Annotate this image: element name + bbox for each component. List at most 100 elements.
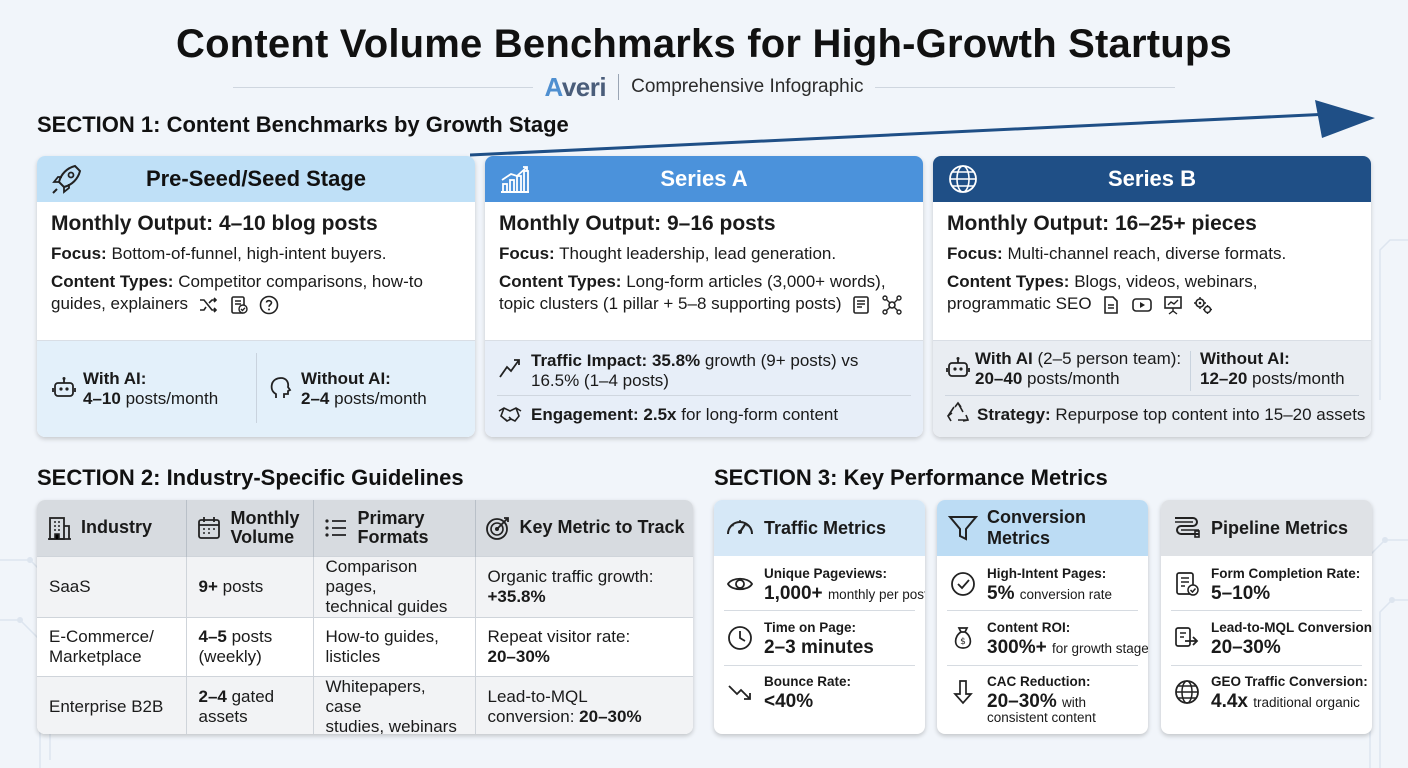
clock-icon bbox=[728, 626, 752, 650]
globe-icon bbox=[949, 165, 977, 193]
content-types: Content Types: Long-form articles (3,000… bbox=[499, 272, 886, 291]
engagement-stat: Engagement: 2.5x for long-form content bbox=[531, 405, 839, 424]
cell-volume: 4–5 posts (weekly) bbox=[186, 616, 314, 676]
industry-table: Industry Monthly Volume Primary Formats Ke… bbox=[37, 500, 693, 734]
brand-bar: Averi Comprehensive Infographic bbox=[0, 72, 1408, 102]
monthly-output: Monthly Output: 4–10 blog posts bbox=[51, 212, 378, 235]
monthly-output: Monthly Output: 16–25+ pieces bbox=[947, 212, 1257, 235]
money-bag-icon: $ bbox=[954, 627, 972, 649]
section3-title: SECTION 3: Key Performance Metrics bbox=[714, 465, 1108, 490]
metric-item-cac-reduction: CAC Reduction: 20–30% with consistent co… bbox=[945, 668, 1142, 725]
section2-title: SECTION 2: Industry-Specific Guidelines bbox=[37, 465, 464, 490]
robot-icon bbox=[946, 357, 970, 377]
divider bbox=[1190, 351, 1191, 391]
cell-industry: SaaS bbox=[37, 555, 187, 617]
stage-card-series-b: Series B Monthly Output: 16–25+ pieces F… bbox=[933, 156, 1371, 437]
content-types-cont: programmatic SEO bbox=[947, 293, 1357, 316]
focus-text: Focus: Multi-channel reach, diverse form… bbox=[947, 244, 1287, 263]
document-check-icon bbox=[230, 295, 248, 314]
recycle-icon bbox=[946, 401, 970, 422]
metric-item-time-on-page: Time on Page: 2–3 minutes bbox=[722, 614, 919, 666]
stage-name: Series B bbox=[1107, 166, 1197, 191]
table-row: SaaS 9+ posts Comparison pages, technical… bbox=[37, 555, 693, 617]
list-icon bbox=[324, 519, 346, 537]
arrow-down-icon bbox=[953, 680, 973, 705]
stage-card-seed: Pre-Seed/Seed Stage Monthly Output: 4–10… bbox=[37, 156, 475, 437]
divider bbox=[256, 353, 257, 423]
funnel-icon bbox=[947, 516, 979, 541]
question-bubble-icon bbox=[259, 295, 279, 314]
table-row: E-Commerce/Marketplace 4–5 posts (weekly)… bbox=[37, 616, 693, 676]
cell-formats: How-to guides, listicles bbox=[313, 616, 476, 676]
divider bbox=[947, 665, 1138, 666]
section1-title: SECTION 1: Content Benchmarks by Growth … bbox=[37, 112, 569, 137]
divider bbox=[497, 395, 911, 396]
column-header-volume: Monthly Volume bbox=[186, 500, 314, 556]
column-header-formats: Primary Formats bbox=[313, 500, 476, 556]
without-ai-stat: Without AI: 2–4 posts/month bbox=[301, 369, 427, 408]
traffic-metrics-card: Traffic Metrics Unique Pageviews: 1,000+… bbox=[714, 500, 925, 734]
metric-item-pageviews: Unique Pageviews: 1,000+ monthly per pos… bbox=[722, 560, 925, 612]
divider bbox=[232, 86, 533, 88]
divider bbox=[618, 74, 620, 100]
stage-name: Pre-Seed/Seed Stage bbox=[145, 166, 367, 191]
eye-icon bbox=[726, 577, 754, 591]
column-header-industry: Industry bbox=[37, 500, 187, 556]
globe-icon bbox=[1175, 680, 1199, 704]
divider bbox=[1171, 665, 1362, 666]
cell-metric: Repeat visitor rate: 20–30% bbox=[475, 616, 693, 676]
metric-item-bounce-rate: Bounce Rate: <40% bbox=[722, 668, 919, 720]
trend-down-icon bbox=[728, 685, 751, 700]
handshake-icon bbox=[498, 407, 522, 423]
cell-volume: 2–4 gated assets bbox=[186, 675, 314, 734]
metric-card-header: Traffic Metrics bbox=[714, 500, 925, 556]
metric-card-header: Pipeline Metrics bbox=[1161, 500, 1372, 556]
metric-item-lead-to-mql: Lead-to-MQL Conversion: 20–30% bbox=[1169, 614, 1372, 666]
column-header-metric: Key Metric to Track bbox=[475, 500, 693, 556]
divider bbox=[1171, 610, 1362, 611]
rocket-icon bbox=[52, 164, 82, 194]
metric-item-geo-traffic: GEO Traffic Conversion: 4.4x traditional… bbox=[1169, 668, 1368, 720]
pipeline-icon bbox=[1175, 517, 1200, 538]
traffic-impact: Traffic Impact: 35.8% growth (9+ posts) … bbox=[531, 351, 859, 390]
growth-chart-icon bbox=[501, 166, 529, 193]
svg-text:$: $ bbox=[960, 637, 966, 647]
stage-card-series-a: Series A Monthly Output: 9–16 posts Focu… bbox=[485, 156, 923, 437]
cell-volume: 9+ posts bbox=[186, 555, 314, 617]
calendar-icon bbox=[197, 516, 220, 539]
cell-formats: Whitepapers, case studies, webinars bbox=[313, 675, 476, 734]
cell-industry: E-Commerce/Marketplace bbox=[37, 616, 187, 676]
shuffle-icon bbox=[199, 296, 217, 313]
stage-header: Series B bbox=[933, 156, 1371, 202]
focus-text: Focus: Bottom-of-funnel, high-intent buy… bbox=[51, 244, 387, 263]
monthly-output: Monthly Output: 9–16 posts bbox=[499, 212, 776, 235]
form-check-icon bbox=[1176, 572, 1199, 596]
divider bbox=[724, 665, 915, 666]
stage-footer: With AI (2–5 person team): 20–40 posts/mo… bbox=[933, 340, 1371, 437]
averi-logo: Averi bbox=[544, 71, 607, 102]
stage-header: Pre-Seed/Seed Stage bbox=[37, 156, 475, 202]
divider bbox=[875, 86, 1176, 88]
document-icon bbox=[853, 295, 870, 314]
metric-item-high-intent: High-Intent Pages: 5% conversion rate bbox=[945, 560, 1142, 612]
conversion-metrics-card: Conversion Metrics High-Intent Pages: 5%… bbox=[937, 500, 1148, 734]
divider bbox=[945, 395, 1359, 396]
growth-arrow bbox=[470, 100, 1375, 157]
gears-icon bbox=[1194, 296, 1213, 314]
page-title: Content Volume Benchmarks for High-Growt… bbox=[176, 22, 1232, 66]
stage-name: Series A bbox=[660, 166, 748, 191]
stage-header: Series A bbox=[485, 156, 923, 202]
divider bbox=[947, 610, 1138, 611]
strategy-stat: Strategy: Repurpose top content into 15–… bbox=[977, 405, 1366, 424]
focus-text: Focus: Thought leadership, lead generati… bbox=[499, 244, 837, 263]
metric-item-form-completion: Form Completion Rate: 5–10% bbox=[1169, 560, 1366, 612]
convert-arrow-icon bbox=[1175, 627, 1199, 647]
stage-footer: With AI: 4–10 posts/month Without AI: 2–4 … bbox=[37, 340, 475, 437]
table-row: Enterprise B2B 2–4 gated assets Whitepape… bbox=[37, 675, 693, 734]
content-types: Content Types: Competitor comparisons, h… bbox=[51, 272, 423, 291]
cluster-network-icon bbox=[882, 294, 902, 315]
metric-card-header: Conversion Metrics bbox=[937, 500, 1148, 556]
speedometer-icon bbox=[727, 520, 753, 535]
trend-up-icon bbox=[499, 359, 520, 378]
pipeline-metrics-card: Pipeline Metrics Form Completion Rate: 5… bbox=[1161, 500, 1372, 734]
